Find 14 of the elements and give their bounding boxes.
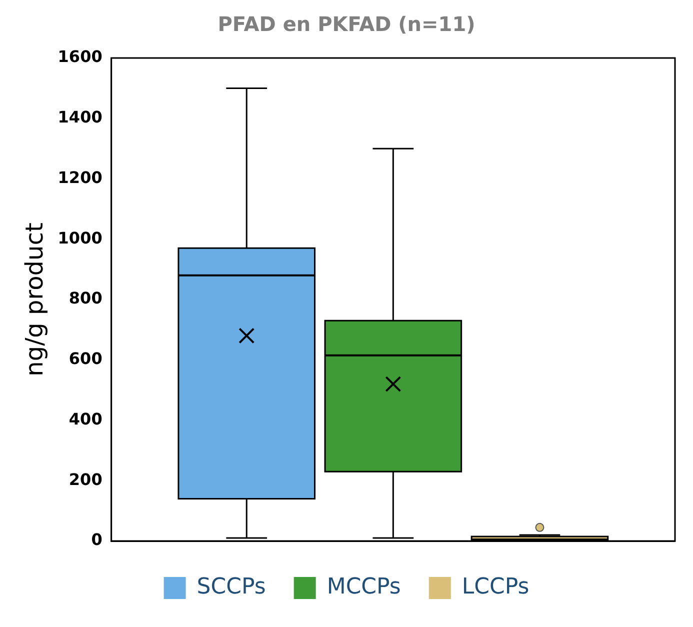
y-tick-label: 200 [68, 470, 102, 489]
y-tick-label: 0 [91, 530, 102, 550]
y-tick-label: 800 [68, 288, 102, 308]
y-tick-label: 600 [68, 349, 102, 368]
y-tick-label: 400 [68, 409, 102, 428]
y-axis-title: ng/g product [20, 222, 49, 376]
chart-title: PFAD en PKFAD (n=11) [218, 12, 476, 36]
legend-label: SCCPs [196, 574, 266, 600]
y-tick-label: 1000 [58, 228, 102, 248]
y-tick-label: 1400 [58, 108, 102, 127]
y-tick-label: 1200 [58, 168, 102, 187]
legend-label: MCCPs [326, 574, 401, 600]
legend-label: LCCPs [462, 574, 530, 600]
y-tick-label: 1600 [58, 47, 102, 66]
